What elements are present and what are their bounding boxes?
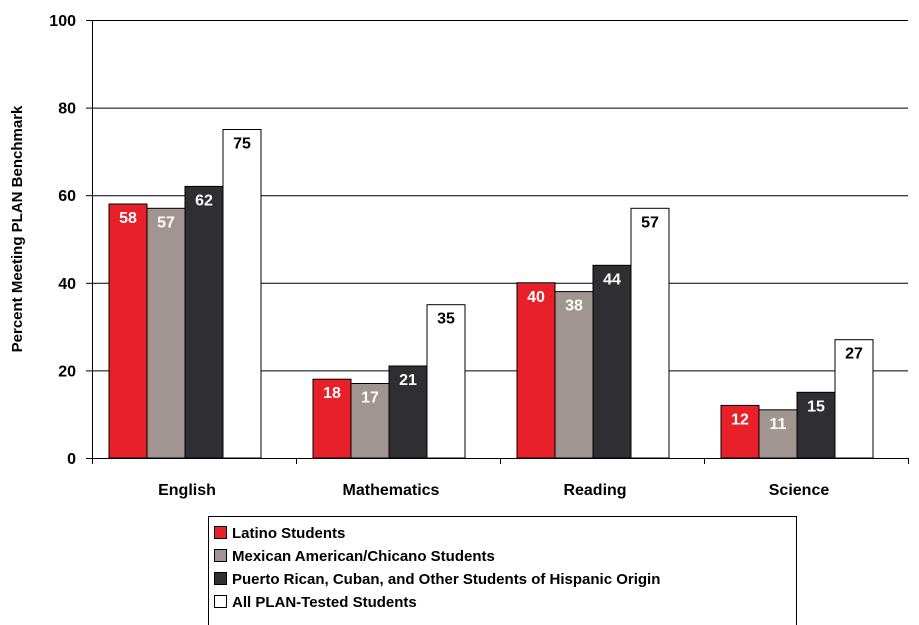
data-label: 15 [807,398,825,415]
x-category-label: Science [769,482,830,499]
bar [516,282,556,459]
y-tick-label: 60 [58,188,76,205]
data-label: 75 [233,136,251,153]
bar [592,264,632,459]
data-label: 27 [845,346,863,363]
legend-label: Latino Students [232,525,345,542]
data-label: 57 [157,214,175,231]
bar [222,129,262,459]
bar [388,365,428,459]
y-tick-label: 0 [67,451,76,468]
y-tick-label: 20 [58,363,76,380]
x-category-label: English [158,482,216,499]
bar [630,207,670,459]
bars [108,129,874,459]
data-label: 40 [527,289,545,306]
data-label: 17 [361,390,379,407]
legend-swatch [214,526,227,539]
legend: Latino Students Mexican American/Chicano … [208,516,797,625]
data-label: 21 [399,372,417,389]
y-tick-labels: 0 20 40 60 80 100 [49,13,76,468]
data-label: 58 [119,210,137,227]
x-category-labels: English Mathematics Reading Science [158,482,829,499]
data-label: 38 [565,298,583,315]
legend-swatch [214,572,227,585]
data-label: 12 [731,411,749,428]
data-label: 18 [323,385,341,402]
data-label: 57 [641,214,659,231]
bar [146,207,186,459]
x-category-label: Reading [563,482,626,499]
data-label: 44 [603,271,621,288]
legend-box [208,516,797,625]
bar [426,304,466,459]
legend-label: Mexican American/Chicano Students [232,548,495,565]
y-axis-label: Percent Meeting PLAN Benchmark [9,105,26,352]
data-label: 35 [437,311,455,328]
axes [86,20,909,464]
y-tick-label: 80 [58,101,76,118]
legend-swatch [214,549,227,562]
data-label: 11 [770,416,787,433]
data-labels: 58 57 62 75 18 17 21 35 40 38 44 57 12 11 15 27 [119,136,863,433]
x-category-label: Mathematics [343,482,440,499]
bar [720,404,760,459]
bar [796,391,836,459]
legend-label: All PLAN-Tested Students [232,594,417,611]
legend-label: Puerto Rican, Cuban, and Other Students … [232,571,660,588]
y-tick-label: 100 [49,13,76,30]
y-tick-label: 40 [58,276,76,293]
bar [554,291,594,459]
data-label: 62 [195,192,213,209]
legend-swatch [214,595,227,608]
bar [312,378,352,459]
bar [184,185,224,459]
bar [108,203,148,459]
bar [834,339,874,459]
